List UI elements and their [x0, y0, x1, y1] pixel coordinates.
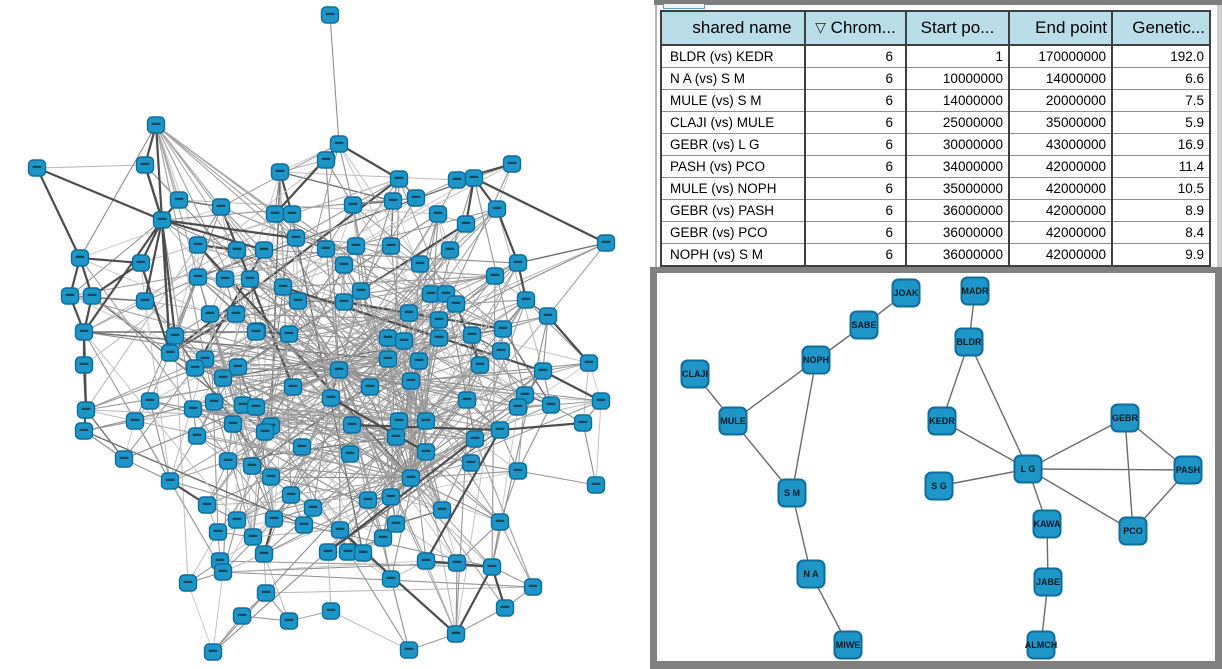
svg-text:KAWA: KAWA	[1034, 519, 1062, 529]
svg-text:S M: S M	[784, 488, 800, 498]
svg-text:MULE: MULE	[720, 416, 746, 426]
svg-text:MIWE: MIWE	[836, 640, 861, 650]
svg-text:S G: S G	[931, 481, 947, 491]
svg-text:JABE: JABE	[1036, 577, 1060, 587]
svg-text:MADR: MADR	[962, 286, 989, 296]
svg-text:KEDR: KEDR	[929, 416, 955, 426]
svg-text:BLDR: BLDR	[957, 337, 982, 347]
svg-text:PCO: PCO	[1123, 526, 1143, 536]
svg-text:N A: N A	[803, 569, 819, 579]
svg-text:JOAK: JOAK	[893, 288, 919, 298]
svg-text:NOPH: NOPH	[803, 355, 829, 365]
svg-text:CLAJI: CLAJI	[682, 369, 708, 379]
svg-text:SABE: SABE	[851, 320, 876, 330]
svg-text:ALMCH: ALMCH	[1025, 640, 1058, 650]
svg-text:L G: L G	[1021, 464, 1036, 474]
svg-text:GEBR: GEBR	[1112, 413, 1139, 423]
svg-text:PASH: PASH	[1176, 465, 1200, 475]
